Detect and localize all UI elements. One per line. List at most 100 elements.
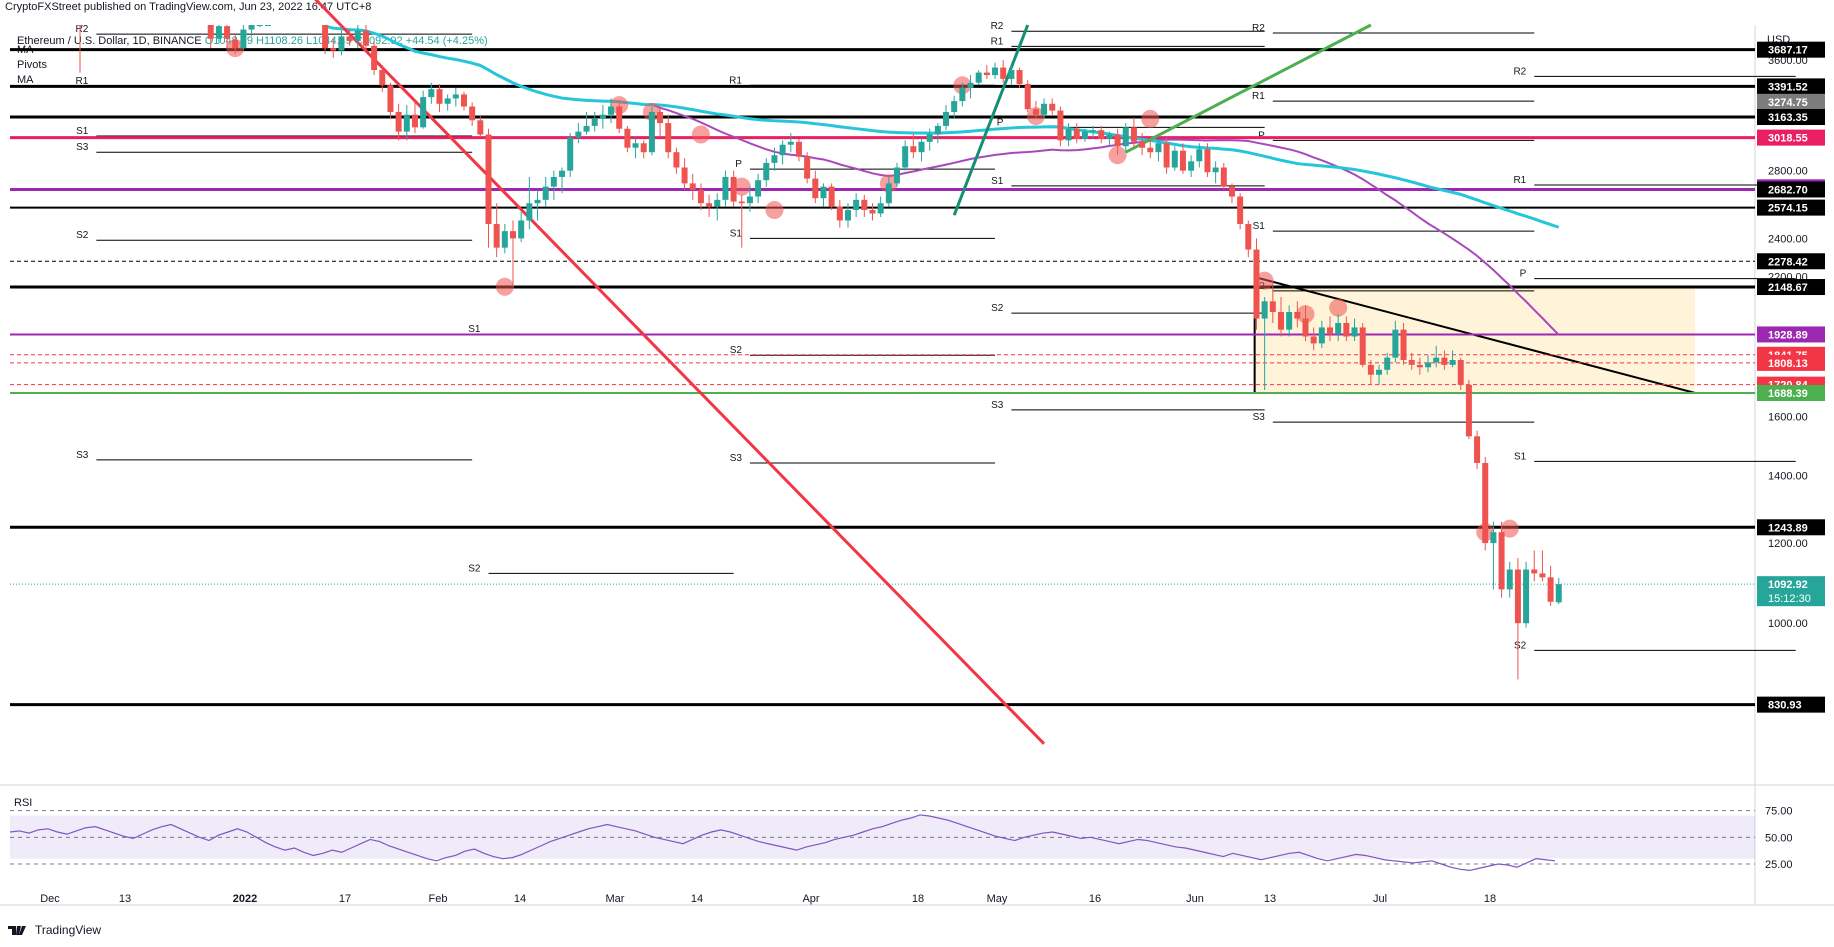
candle-body [967, 82, 974, 88]
pivot-label: S3 [76, 142, 89, 153]
candle-body [983, 72, 990, 76]
candle-body [665, 123, 672, 153]
candle-body [403, 114, 410, 132]
candle-body [599, 114, 606, 119]
candle-body [1425, 362, 1432, 368]
indicator-pivots[interactable]: Pivots [17, 59, 47, 71]
candle-body [1482, 462, 1489, 544]
symbol-line: Ethereum / U.S. Dollar, 1D, BINANCE O104… [17, 35, 488, 47]
price-label-box [1757, 326, 1825, 343]
pivot-label: R1 [729, 75, 742, 86]
candle-body [992, 67, 999, 76]
rsi-tick-label: 50.00 [1765, 832, 1793, 844]
price-label-text: 1243.89 [1768, 522, 1808, 534]
pivot-label: S2 [991, 303, 1004, 314]
candle-body [1547, 577, 1554, 602]
candle-body [354, 30, 361, 42]
candle-body [542, 186, 549, 200]
candle-body [207, 25, 214, 39]
candle-body [591, 118, 598, 126]
candle-body [1359, 327, 1366, 365]
candle-body [1016, 70, 1023, 85]
candle-body [1531, 569, 1538, 574]
price-label-box [1757, 384, 1825, 401]
candle-body [706, 203, 713, 207]
horizontal-levels-layer [10, 48, 1755, 707]
price-label-box [1757, 78, 1825, 95]
candle-body [632, 143, 639, 148]
pivot-label: S3 [1253, 412, 1266, 423]
pivot-label: S1 [991, 176, 1004, 187]
candle-body [518, 220, 525, 239]
time-axis: Dec 13 2022 17 Feb 14 Mar 14 Apr 18 May 16 Jun 13 Jul 1… [40, 893, 1496, 905]
highlight-circle [495, 277, 514, 296]
candle-body [1367, 364, 1374, 375]
candle-body [1498, 532, 1505, 590]
candle-body [894, 167, 900, 184]
candle-body [322, 25, 329, 49]
candle-body [975, 72, 982, 83]
price-label-text: 3687.17 [1768, 45, 1808, 57]
candle-body [902, 146, 909, 168]
price-label-box [1757, 199, 1825, 216]
candle-body [1400, 329, 1407, 361]
price-label-box [1757, 109, 1825, 126]
time-tick-label: 16 [1089, 893, 1101, 905]
time-tick-label: Mar [606, 893, 625, 905]
candle-body [1114, 134, 1121, 147]
price-tick-label: 2800.00 [1768, 166, 1808, 178]
candle-body [918, 141, 925, 153]
candle-body [1204, 149, 1211, 173]
candle-body [608, 106, 615, 115]
time-tick-label: 2022 [233, 893, 257, 905]
candle-body [1049, 103, 1056, 111]
price-tick-label: 1600.00 [1768, 412, 1808, 424]
price-label-text: 1808.13 [1768, 358, 1808, 370]
candle-body [444, 98, 451, 104]
price-label-text: 2574.15 [1768, 203, 1808, 215]
pivot-label: R2 [991, 21, 1004, 32]
candle-body [771, 155, 778, 163]
candle-body [1212, 167, 1219, 173]
candle-body [338, 36, 345, 51]
triangle-zone-layer [1253, 276, 1696, 394]
candle-body [264, 25, 271, 26]
candle-body [869, 210, 876, 214]
candle-body [951, 101, 958, 112]
candle-body [1188, 161, 1195, 171]
candle-body [1351, 327, 1358, 337]
pivot-label: S2 [468, 563, 481, 574]
indicator-ma-2[interactable]: MA [17, 74, 34, 86]
time-tick-label: Jun [1186, 893, 1204, 905]
candle-body [469, 106, 476, 121]
candle-body [1449, 360, 1456, 365]
candle-body [836, 206, 843, 221]
highlight-circle [691, 125, 710, 144]
candle-body [795, 141, 802, 157]
candle-body [681, 167, 688, 184]
candle-body [1163, 143, 1170, 168]
candle-body [1155, 143, 1162, 153]
candle-body [746, 196, 753, 204]
price-label-box [1757, 576, 1825, 607]
candle-body [1539, 573, 1546, 578]
candle-body [1081, 131, 1088, 139]
teal-uptrend-line [952, 24, 1030, 216]
candle-body [1130, 127, 1137, 142]
candle-body [1294, 312, 1301, 319]
candle-body [763, 162, 770, 181]
publisher-line: CryptoFXStreet published on TradingView.… [5, 1, 372, 13]
candle-body [1465, 384, 1472, 437]
price-label-text: 2278.42 [1768, 256, 1808, 268]
price-label-text: 3163.35 [1768, 112, 1808, 124]
candle-body [787, 141, 794, 145]
candle-body [371, 45, 378, 71]
candle-body [411, 114, 418, 128]
candle-body [1490, 532, 1497, 544]
pivot-label: S1 [1514, 451, 1527, 462]
symbol-name: Ethereum / U.S. Dollar, 1D, BINANCE [17, 35, 202, 47]
candle-body [1228, 186, 1235, 197]
candle-body [1073, 128, 1080, 139]
time-tick-label: 18 [912, 893, 924, 905]
